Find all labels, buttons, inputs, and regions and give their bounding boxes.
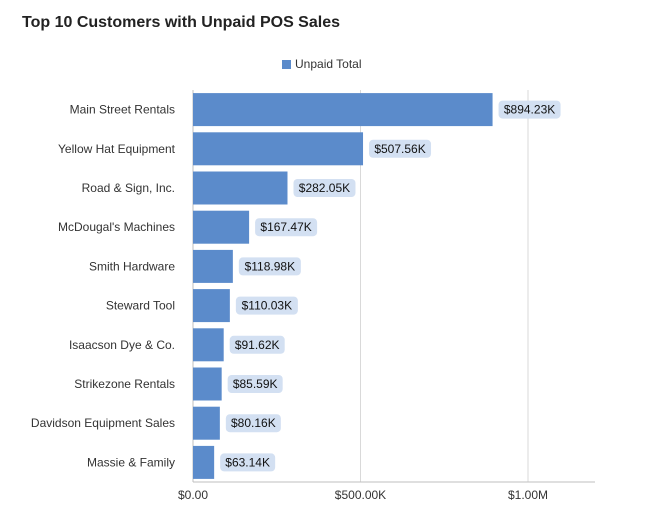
data-label: $63.14K bbox=[225, 455, 270, 469]
data-label: $118.98K bbox=[245, 259, 296, 273]
bar[interactable] bbox=[193, 406, 220, 440]
bar[interactable] bbox=[193, 445, 215, 479]
bar[interactable] bbox=[193, 210, 250, 244]
data-label-bg bbox=[255, 218, 318, 237]
bar[interactable] bbox=[193, 328, 224, 362]
data-label: $282.05K bbox=[299, 181, 350, 195]
data-label-bg bbox=[225, 414, 281, 433]
data-label-bg bbox=[220, 453, 276, 472]
data-label: $167.47K bbox=[260, 220, 311, 234]
bar[interactable] bbox=[193, 289, 230, 323]
bar[interactable] bbox=[193, 132, 364, 166]
data-label-bg bbox=[235, 296, 298, 315]
data-label-bg bbox=[229, 335, 285, 354]
category-label: Smith Hardware bbox=[89, 259, 175, 273]
category-label: Strikezone Rentals bbox=[74, 377, 175, 391]
data-label: $91.62K bbox=[235, 338, 280, 352]
data-label: $507.56K bbox=[374, 142, 425, 156]
data-label-bg bbox=[369, 139, 432, 158]
data-label: $894.23K bbox=[504, 103, 555, 117]
legend-swatch bbox=[282, 59, 291, 69]
legend-label: Unpaid Total bbox=[295, 57, 362, 71]
data-label: $85.59K bbox=[233, 377, 278, 391]
data-label-bg bbox=[293, 179, 356, 197]
category-label: Massie & Family bbox=[87, 455, 175, 469]
chart-title: Top 10 Customers with Unpaid POS Sales bbox=[22, 14, 340, 31]
category-label: Road & Sign, Inc. bbox=[82, 181, 175, 195]
data-label-bg bbox=[238, 257, 301, 276]
category-label: Yellow Hat Equipment bbox=[58, 142, 176, 156]
data-label: $110.03K bbox=[242, 299, 293, 313]
bar[interactable] bbox=[193, 171, 288, 205]
x-tick-label: $0.00 bbox=[178, 488, 208, 502]
category-label: Isaacson Dye & Co. bbox=[69, 338, 175, 352]
x-tick-label: $1.00M bbox=[508, 488, 548, 502]
category-label: Main Street Rentals bbox=[70, 103, 175, 117]
data-label: $80.16K bbox=[231, 416, 276, 430]
bar[interactable] bbox=[193, 249, 233, 283]
legend[interactable]: Unpaid Total bbox=[282, 57, 362, 71]
data-label-bg bbox=[227, 375, 283, 393]
bar[interactable] bbox=[193, 367, 222, 401]
category-label: Davidson Equipment Sales bbox=[31, 416, 175, 430]
x-tick-label: $500.00K bbox=[335, 488, 386, 502]
bar[interactable] bbox=[193, 93, 493, 127]
category-label: McDougal's Machines bbox=[58, 220, 175, 234]
category-label: Steward Tool bbox=[106, 299, 175, 313]
data-label-bg bbox=[498, 100, 561, 119]
